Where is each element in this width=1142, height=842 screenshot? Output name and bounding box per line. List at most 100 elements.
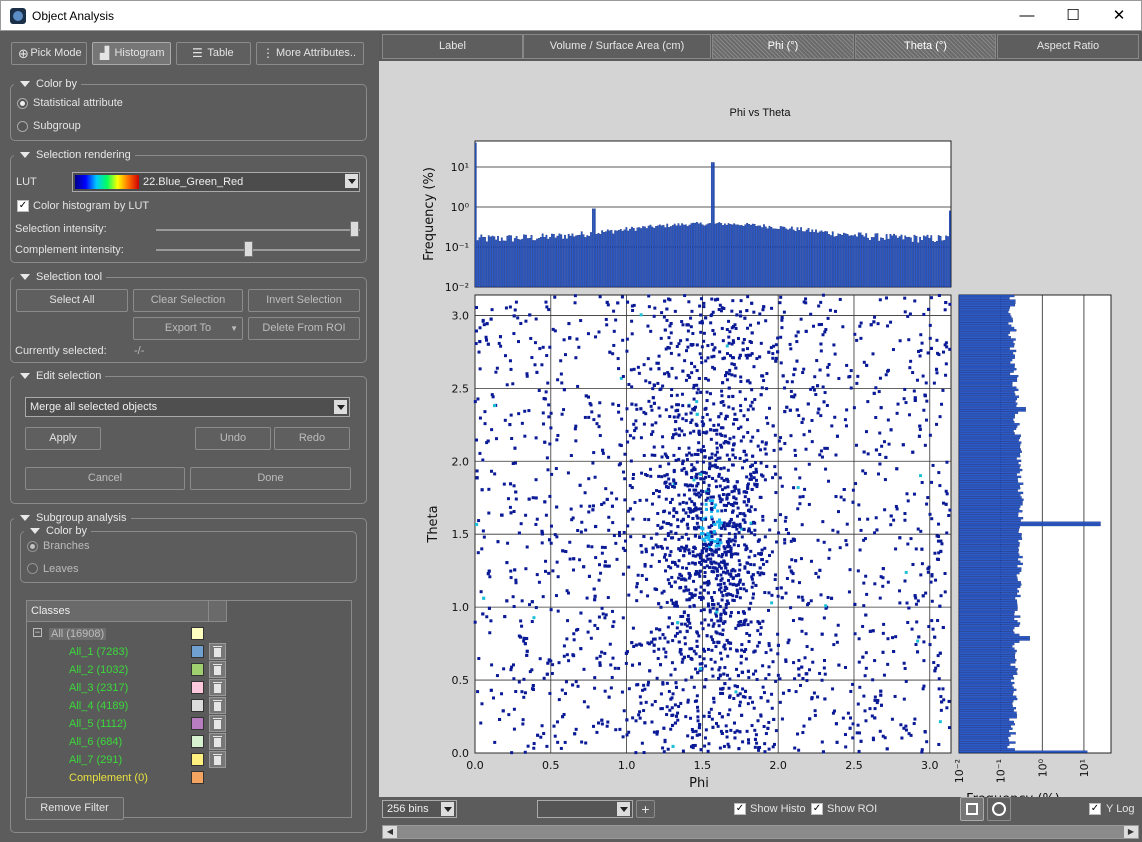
top-hist-bar [595, 234, 598, 288]
scatter-point [696, 709, 700, 713]
done-button[interactable]: Done [190, 467, 351, 490]
tab-phi[interactable]: Phi (°) [712, 34, 854, 59]
bins-dropdown[interactable]: 256 bins [382, 800, 457, 818]
pick-mode-button[interactable]: ⊕ Pick Mode [11, 42, 87, 65]
trash-icon[interactable] [209, 643, 226, 660]
class-color-swatch[interactable] [191, 681, 204, 694]
selection-tool-title[interactable]: Selection tool [14, 271, 107, 284]
class-color-swatch[interactable] [191, 699, 204, 712]
trash-icon[interactable] [209, 679, 226, 696]
tree-root-row[interactable]: − All (16908) [27, 625, 227, 643]
subgroup-radio[interactable] [17, 121, 28, 132]
selection-intensity-slider[interactable] [350, 221, 359, 237]
right-hist-bar [958, 604, 1018, 607]
top-hist-bar [668, 227, 670, 288]
redo-button[interactable]: Redo [274, 427, 350, 450]
close-button[interactable]: ✕ [1112, 7, 1126, 24]
trash-icon[interactable] [209, 697, 226, 714]
complement-intensity-slider[interactable] [244, 241, 253, 257]
class-color-swatch[interactable] [191, 753, 204, 766]
statistical-attribute-radio[interactable] [17, 98, 28, 109]
class-color-swatch[interactable] [191, 645, 204, 658]
collapse-icon[interactable]: − [33, 627, 42, 637]
trash-icon[interactable] [209, 733, 226, 750]
y-log-checkbox[interactable]: ✓ [1089, 803, 1101, 815]
tab-aspect-ratio[interactable]: Aspect Ratio [997, 34, 1139, 59]
selection-rendering-title[interactable]: Selection rendering [14, 149, 135, 162]
subgroup-color-by-title[interactable]: Color by [24, 525, 91, 538]
class-row[interactable]: All_5 (1112) [27, 715, 227, 733]
class-color-swatch[interactable] [191, 735, 204, 748]
subgroup-analysis-title[interactable]: Subgroup analysis [14, 512, 131, 525]
color-histogram-checkbox[interactable]: ✓ [17, 200, 29, 212]
scatter-point [723, 374, 727, 378]
complement-intensity-track[interactable] [156, 249, 360, 251]
top-hist-bar [833, 236, 836, 288]
maximize-button[interactable]: ☐ [1066, 7, 1080, 24]
right-hist-bar [958, 736, 1009, 740]
lut-dropdown[interactable]: 22.Blue_Green_Red [72, 172, 360, 192]
apply-button[interactable]: Apply [25, 427, 101, 450]
root-color-swatch[interactable] [191, 627, 204, 640]
scatter-point [764, 441, 768, 445]
scroll-right-icon[interactable]: ▶ [1124, 826, 1138, 838]
show-histo-checkbox[interactable]: ✓ [734, 803, 746, 815]
leaves-radio[interactable] [27, 563, 38, 574]
trash-icon[interactable] [209, 751, 226, 768]
trash-icon[interactable] [209, 715, 226, 732]
scatter-point [753, 483, 757, 487]
branches-radio[interactable] [27, 541, 38, 552]
histogram-button[interactable]: ▟ Histogram [92, 42, 171, 65]
trash-icon[interactable] [209, 661, 226, 678]
class-color-swatch[interactable] [191, 717, 204, 730]
edit-operation-dropdown[interactable]: Merge all selected objects [25, 397, 350, 417]
edit-selection-title[interactable]: Edit selection [14, 370, 106, 383]
scatter-point [798, 495, 802, 499]
remove-filter-button[interactable]: Remove Filter [25, 797, 124, 820]
scatter-point [640, 471, 644, 475]
show-roi-checkbox[interactable]: ✓ [811, 803, 823, 815]
complement-color-swatch[interactable] [191, 771, 204, 784]
add-roi-button[interactable]: + [636, 800, 655, 818]
class-row[interactable]: All_2 (1032) [27, 661, 227, 679]
class-row[interactable]: All_6 (684) [27, 733, 227, 751]
color-by-title[interactable]: Color by [14, 78, 81, 91]
class-row[interactable]: All_4 (4189) [27, 697, 227, 715]
table-button[interactable]: ☰ Table [176, 42, 251, 65]
lut-dropdown-arrow[interactable] [342, 174, 359, 190]
ellipse-roi-button[interactable] [987, 797, 1011, 821]
scatter-point [729, 552, 733, 556]
scatter-point [811, 324, 815, 328]
selection-intensity-track[interactable] [156, 229, 360, 231]
delete-from-roi-button[interactable]: Delete From ROI [248, 317, 360, 340]
scatter-point [691, 407, 695, 411]
roi-dropdown[interactable] [537, 800, 633, 818]
class-row[interactable]: All_1 (7283) [27, 643, 227, 661]
cancel-button[interactable]: Cancel [25, 467, 185, 490]
invert-selection-button[interactable]: Invert Selection [248, 289, 360, 312]
rectangle-roi-button[interactable] [960, 797, 984, 821]
class-color-swatch[interactable] [191, 663, 204, 676]
tab-theta[interactable]: Theta (°) [855, 34, 996, 59]
clear-selection-button[interactable]: Clear Selection [133, 289, 243, 312]
classes-header[interactable]: Classes [27, 601, 209, 622]
export-to-button[interactable]: Export To ▼ [133, 317, 243, 340]
classes-header-extra[interactable] [209, 601, 227, 622]
scatter-point [711, 365, 715, 369]
right-hist-bar [958, 429, 1014, 433]
complement-row[interactable]: Complement (0) [27, 769, 227, 787]
tab-label[interactable]: Label [382, 34, 523, 59]
minimize-button[interactable]: — [1019, 7, 1035, 24]
horizontal-scrollbar[interactable]: ◀ ▶ [382, 825, 1139, 839]
scatter-point [735, 527, 739, 531]
scatter-point [560, 412, 564, 416]
undo-button[interactable]: Undo [195, 427, 271, 450]
scroll-left-icon[interactable]: ◀ [383, 826, 397, 838]
select-all-button[interactable]: Select All [16, 289, 128, 312]
class-row[interactable]: All_7 (291) [27, 751, 227, 769]
tab-volume-surface-area[interactable]: Volume / Surface Area (cm) [523, 34, 711, 59]
scatter-point [633, 500, 637, 504]
class-row[interactable]: All_3 (2317) [27, 679, 227, 697]
more-attributes-button[interactable]: ⋮ More Attributes.. [256, 42, 364, 65]
